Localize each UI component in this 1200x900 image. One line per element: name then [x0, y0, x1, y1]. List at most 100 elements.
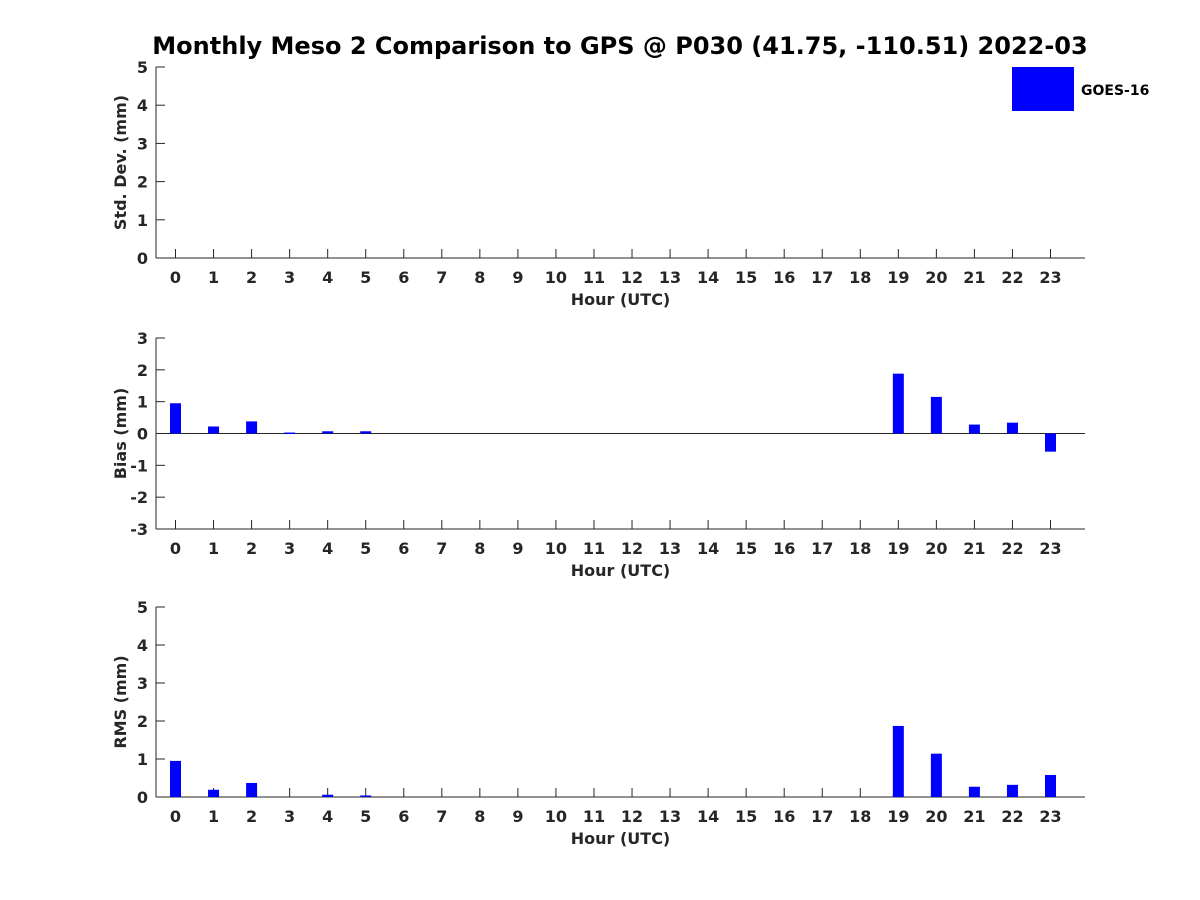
bar-rms-hour-5: [360, 795, 372, 797]
x-tick-label: 9: [512, 539, 523, 558]
x-tick-label: 7: [436, 268, 447, 287]
bar-rms-hour-21: [968, 786, 980, 797]
y-tick-label: -3: [130, 520, 148, 539]
x-tick-label: 23: [1039, 268, 1061, 287]
bar-rms-hour-4: [322, 794, 334, 797]
x-tick-label: 8: [474, 807, 485, 826]
bar-bias-hour-19: [892, 373, 904, 434]
x-tick-label: 5: [360, 539, 371, 558]
x-tick-label: 6: [398, 268, 409, 287]
y-tick-label: 2: [137, 173, 148, 192]
legend-swatch-goes-16: [1012, 67, 1074, 111]
x-tick-label: 20: [925, 268, 947, 287]
y-tick-label: 3: [137, 674, 148, 693]
bar-bias-hour-22: [1006, 422, 1018, 434]
y-tick-label: 3: [137, 329, 148, 348]
x-tick-label: 12: [621, 268, 643, 287]
x-tick-label: 1: [208, 807, 219, 826]
x-tick-label: 18: [849, 268, 871, 287]
bar-bias-hour-3: [284, 432, 296, 435]
x-tick-label: 12: [621, 807, 643, 826]
x-tick-label: 10: [545, 268, 567, 287]
x-axis-label: Hour (UTC): [571, 829, 671, 848]
x-tick-label: 6: [398, 807, 409, 826]
x-tick-label: 22: [1001, 807, 1023, 826]
x-tick-label: 18: [849, 807, 871, 826]
x-tick-label: 15: [735, 539, 757, 558]
x-tick-label: 8: [474, 268, 485, 287]
y-axis-label: Bias (mm): [111, 388, 130, 480]
x-tick-label: 23: [1039, 807, 1061, 826]
x-tick-label: 19: [887, 539, 909, 558]
y-tick-label: 0: [137, 425, 148, 444]
x-tick-label: 11: [583, 539, 605, 558]
x-tick-label: 4: [322, 268, 333, 287]
legend: GOES-16: [1012, 67, 1149, 111]
x-axis-label: Hour (UTC): [571, 290, 671, 309]
x-tick-label: 3: [284, 268, 295, 287]
y-tick-label: 1: [137, 393, 148, 412]
bar-rms-hour-20: [930, 753, 942, 797]
bar-rms-hour-22: [1006, 784, 1018, 797]
x-tick-label: 1: [208, 268, 219, 287]
y-tick-label: 4: [137, 96, 148, 115]
x-tick-label: 10: [545, 539, 567, 558]
x-tick-label: 5: [360, 807, 371, 826]
y-tick-label: 0: [137, 788, 148, 807]
x-tick-label: 7: [436, 539, 447, 558]
bar-bias-hour-5: [360, 431, 372, 434]
legend-label-goes-16: GOES-16: [1081, 83, 1149, 99]
x-tick-label: 14: [697, 539, 719, 558]
x-tick-label: 17: [811, 539, 833, 558]
bar-rms-hour-1: [208, 789, 220, 797]
x-tick-label: 18: [849, 539, 871, 558]
x-tick-label: 14: [697, 268, 719, 287]
y-tick-label: 5: [137, 598, 148, 617]
bar-bias-hour-1: [208, 426, 220, 434]
x-tick-label: 23: [1039, 539, 1061, 558]
bar-rms-hour-0: [170, 760, 181, 797]
x-tick-label: 21: [963, 539, 985, 558]
x-tick-label: 2: [246, 268, 257, 287]
x-tick-label: 15: [735, 807, 757, 826]
y-tick-label: 1: [137, 750, 148, 769]
x-tick-label: 13: [659, 539, 681, 558]
x-tick-label: 1: [208, 539, 219, 558]
x-tick-label: 5: [360, 268, 371, 287]
y-tick-label: -1: [130, 456, 148, 475]
y-tick-label: 2: [137, 361, 148, 380]
x-tick-label: 19: [887, 807, 909, 826]
x-tick-label: 11: [583, 807, 605, 826]
bar-rms-hour-23: [1045, 774, 1056, 797]
x-tick-label: 3: [284, 807, 295, 826]
x-tick-label: 7: [436, 807, 447, 826]
y-tick-label: 2: [137, 712, 148, 731]
x-tick-label: 0: [170, 807, 181, 826]
y-tick-label: -2: [130, 488, 148, 507]
x-tick-label: 10: [545, 807, 567, 826]
x-tick-label: 6: [398, 539, 409, 558]
y-tick-label: 5: [137, 58, 148, 77]
bar-bias-hour-23: [1045, 433, 1056, 452]
x-tick-label: 20: [925, 539, 947, 558]
x-tick-label: 11: [583, 268, 605, 287]
x-tick-label: 9: [512, 807, 523, 826]
x-tick-label: 16: [773, 268, 795, 287]
y-tick-label: 0: [137, 249, 148, 268]
y-axis-label: RMS (mm): [111, 655, 130, 748]
x-tick-label: 17: [811, 807, 833, 826]
bar-bias-hour-2: [246, 421, 258, 434]
x-tick-label: 4: [322, 539, 333, 558]
x-tick-label: 12: [621, 539, 643, 558]
x-tick-label: 22: [1001, 268, 1023, 287]
x-tick-label: 3: [284, 539, 295, 558]
x-tick-label: 21: [963, 268, 985, 287]
x-tick-label: 2: [246, 539, 257, 558]
x-tick-label: 20: [925, 807, 947, 826]
x-tick-label: 2: [246, 807, 257, 826]
bar-bias-hour-0: [170, 403, 181, 434]
